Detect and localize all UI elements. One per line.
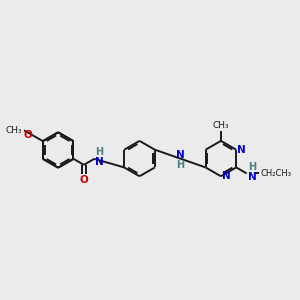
Text: H: H [95,147,104,157]
Text: N: N [248,172,256,182]
Text: N: N [222,171,230,181]
Text: N: N [95,157,104,167]
Text: CH₃: CH₃ [213,121,229,130]
Text: N: N [176,150,184,160]
Text: N: N [237,145,246,155]
Text: O: O [80,176,88,185]
Text: CH₃: CH₃ [6,126,22,135]
Text: CH₂CH₃: CH₂CH₃ [261,169,292,178]
Text: O: O [23,130,32,140]
Text: H: H [176,160,184,170]
Text: H: H [248,162,256,172]
